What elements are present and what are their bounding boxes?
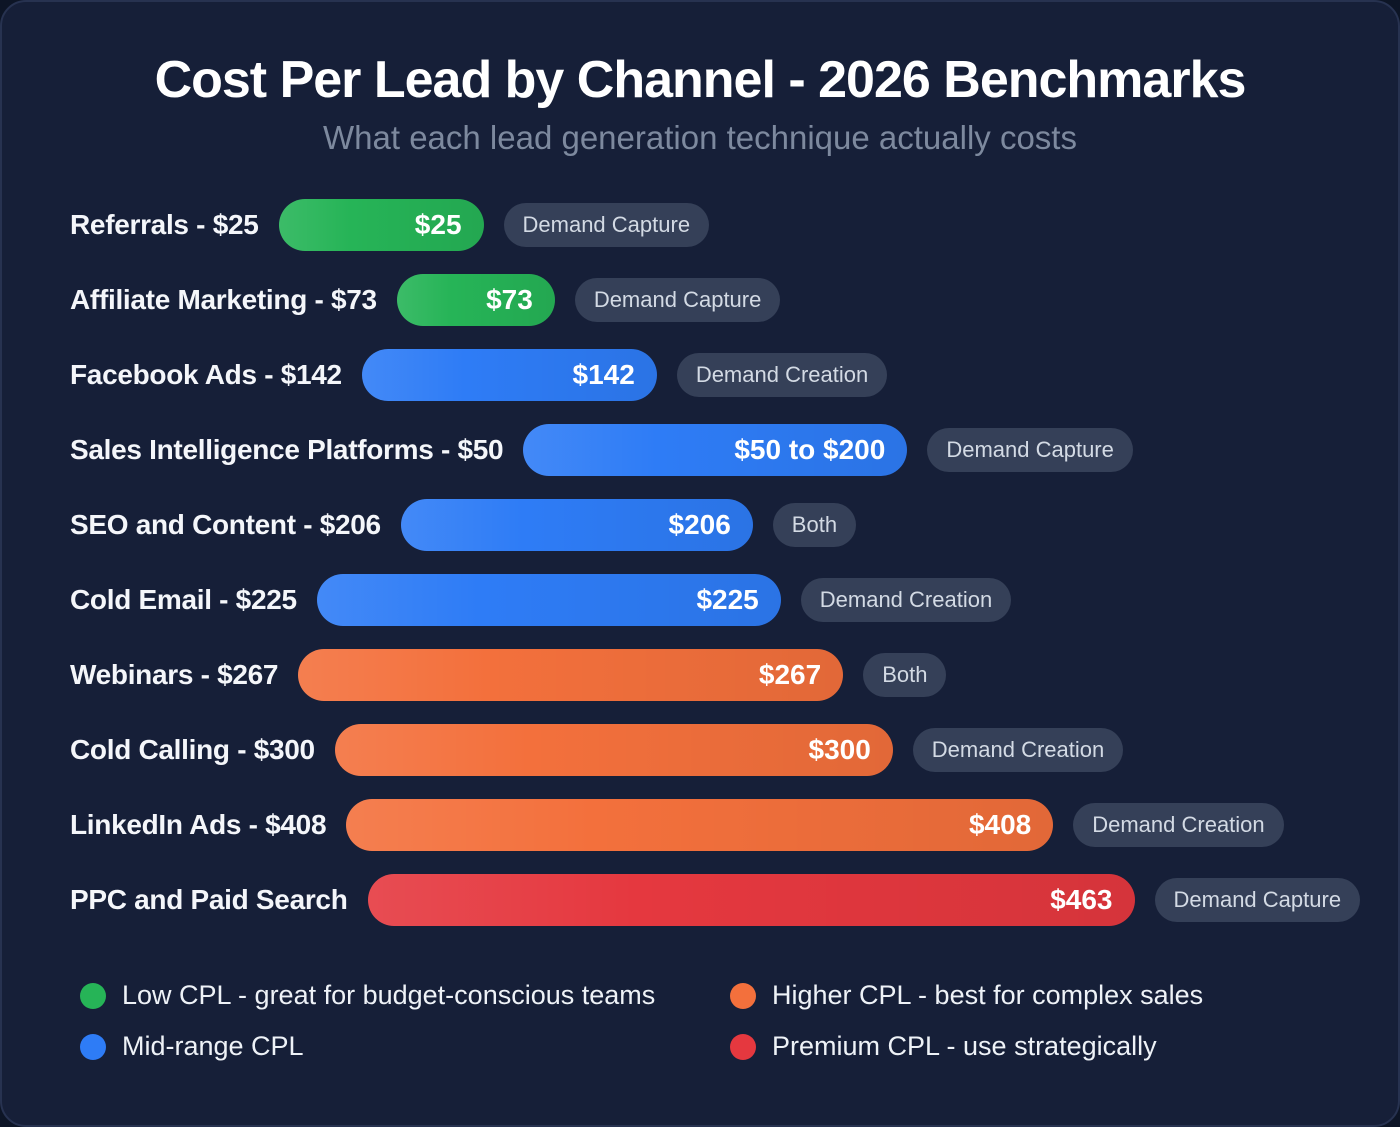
channel-label: SEO and Content - $206 [70, 509, 381, 541]
cpl-bar: $300 [334, 724, 893, 777]
chart-row: Cold Email - $225 $225 Demand Creation [70, 574, 1330, 627]
cpl-bar: $73 [396, 274, 555, 327]
category-tag: Demand Capture [574, 278, 781, 323]
cpl-bar: $50 to $200 [523, 424, 908, 477]
cpl-value: $50 to $200 [734, 434, 886, 466]
channel-label: LinkedIn Ads - $408 [70, 809, 327, 841]
legend-dot-high [730, 982, 756, 1009]
channel-label: Facebook Ads - $142 [70, 359, 342, 391]
category-tag: Demand Creation [1073, 803, 1284, 848]
channel-label: Webinars - $267 [70, 659, 279, 691]
chart-row: Webinars - $267 $267 Both [70, 649, 1330, 702]
cpl-value: $25 [414, 209, 462, 241]
cpl-value: $206 [668, 509, 731, 541]
chart-row: Referrals - $25 $25 Demand Capture [70, 199, 1330, 252]
category-tag: Both [772, 503, 857, 548]
cpl-value: $73 [486, 284, 533, 316]
category-tag: Demand Capture [503, 203, 710, 248]
chart-row: Sales Intelligence Platforms - $50 $50 to… [70, 424, 1330, 477]
chart-row: PPC and Paid Search $463 Demand Capture [70, 874, 1361, 927]
legend-dot-premium [730, 1033, 756, 1060]
category-tag: Demand Capture [927, 428, 1133, 473]
category-tag: Demand Capture [1154, 878, 1361, 923]
channel-label: PPC and Paid Search [70, 884, 348, 916]
cpl-bar: $267 [298, 649, 844, 702]
category-tag: Both [863, 653, 947, 698]
chart-row: SEO and Content - $206 $206 Both [70, 499, 1330, 552]
channel-label: Cold Email - $225 [70, 584, 297, 616]
category-tag: Demand Creation [676, 353, 888, 398]
cpl-bar: $463 [367, 874, 1135, 927]
cpl-bar: $206 [400, 499, 753, 552]
cpl-value: $267 [758, 659, 822, 691]
category-tag: Demand Creation [800, 578, 1012, 623]
cpl-bar: $408 [346, 799, 1054, 852]
page-title: Cost Per Lead by Channel - 2026 Benchmar… [154, 51, 1247, 109]
legend-label: Higher CPL - best for complex sales [772, 980, 1204, 1011]
cpl-bar: $25 [278, 199, 484, 252]
cpl-value: $142 [572, 359, 635, 391]
channel-label: Cold Calling - $300 [70, 734, 315, 766]
page-subtitle: What each lead generation technique actu… [323, 119, 1077, 157]
cpl-value: $463 [1050, 884, 1113, 916]
chart-rows: Referrals - $25 $25 Demand Capture Affiliat… [2, 199, 1398, 927]
channel-label: Referrals - $25 [70, 209, 259, 241]
legend-item: Premium CPL - use strategically [730, 1031, 1203, 1062]
legend-label: Low CPL - great for budget-conscious tea… [122, 980, 656, 1011]
cpl-bar: $225 [316, 574, 781, 627]
legend-label: Premium CPL - use strategically [772, 1031, 1157, 1062]
legend-dot-mid [80, 1033, 106, 1060]
chart-legend: Low CPL - great for budget-conscious tea… [80, 980, 1398, 1062]
category-tag: Demand Creation [912, 728, 1124, 773]
cpl-value: $408 [968, 809, 1032, 841]
cpl-bar: $142 [361, 349, 657, 402]
legend-item: Higher CPL - best for complex sales [730, 980, 1203, 1011]
channel-label: Affiliate Marketing - $73 [70, 284, 377, 316]
legend-label: Mid-range CPL [122, 1031, 304, 1062]
legend-item: Low CPL - great for budget-conscious tea… [80, 980, 730, 1011]
cpl-value: $300 [808, 734, 871, 766]
chart-row: LinkedIn Ads - $408 $408 Demand Creation [70, 799, 1330, 852]
chart-header: Cost Per Lead by Channel - 2026 Benchmar… [2, 2, 1398, 157]
legend-dot-low [80, 982, 106, 1009]
channel-label: Sales Intelligence Platforms - $50 [70, 434, 504, 466]
chart-row: Facebook Ads - $142 $142 Demand Creation [70, 349, 1330, 402]
chart-row: Affiliate Marketing - $73 $73 Demand Captu… [70, 274, 1330, 327]
chart-row: Cold Calling - $300 $300 Demand Creation [70, 724, 1330, 777]
legend-item: Mid-range CPL [80, 1031, 730, 1062]
cpl-value: $225 [696, 584, 759, 616]
